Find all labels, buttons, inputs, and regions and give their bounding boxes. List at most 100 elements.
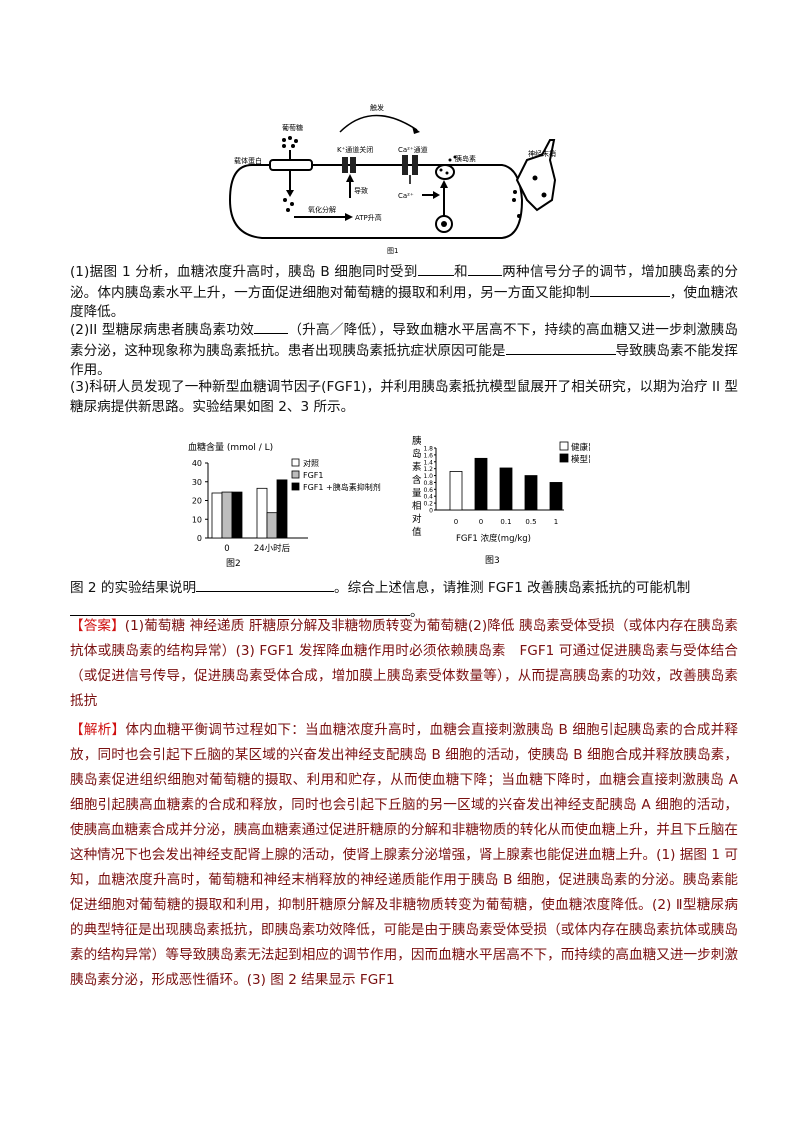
y-tick-label: 30 [192,478,202,487]
question-3: (3)科研人员发现了一种新型血糖调节因子(FGF1)，并利用胰岛素抵抗模型鼠展开… [70,379,738,415]
legend-swatch [291,458,300,467]
question-3-continued: 图 2 的实验结果说明 。综合上述信息，请推测 FGF1 改善胰岛素抵抗的可能机制… [70,576,738,624]
y-tick-label: 0.2 [423,501,433,508]
glucose-dots [282,136,298,212]
answer-text: (1)葡萄糖 神经递质 肝糖原分解及非糖物质转变为葡萄糖(2)降低 胰岛素受体受… [70,618,739,709]
label-trigger: 触发 [370,103,384,112]
q3-text-d: 。 [410,604,424,620]
cell-membrane [228,164,524,239]
label-nerve: 神经末梢 [528,149,556,158]
y-tick-label: 0 [429,508,433,515]
figure-3-caption: 图3 [485,555,500,566]
nerve-ending [515,139,557,212]
q1-text-a: (1)据图 1 分析，血糖浓度升高时，胰岛 B 细胞同时受到 [70,264,418,280]
bar-模型鼠-0.5 [524,475,538,511]
y-tick-label: 40 [192,459,202,468]
x-tick-label: 0 [224,544,229,554]
blank-5[interactable] [505,341,616,355]
bar-模型鼠-0 [474,457,488,511]
legend-swatch [559,441,569,451]
analysis-section: 【解析】体内血糖平衡调节过程如下：当血糖浓度升高时，血糖会直接刺激胰岛 B 细胞… [70,718,738,993]
q2-text-c: 导致胰岛素不能发挥作用。 [70,342,739,379]
y-axis-label-char: 值 [412,526,422,538]
bar-FGF1-24小时后 [266,512,278,539]
q2-text-b: （升高／降低），导致血糖水平居高不下，持续的高血糖又进一步刺激胰岛素分泌，这种现… [70,322,738,359]
bar-模型鼠-0.1 [499,467,513,511]
bar-FGF1 +胰岛素抑制剂-24小时后 [276,479,288,539]
blank-7[interactable] [70,602,410,616]
label-insulin: 胰岛素 [455,154,476,163]
blank-3[interactable] [589,283,670,297]
y-axis-label-char: 量 [412,488,422,499]
analysis-tag: 【解析】 [70,722,126,738]
y-tick-label: 0.4 [423,494,433,501]
x-tick-label: 0 [454,518,458,526]
y-tick-label: 1.2 [423,466,433,473]
x-tick-label: 0.5 [525,518,536,526]
bar-对照-24小时后 [256,487,268,539]
q3-text-c: 。综合上述信息，请推测 FGF1 改善胰岛素抵抗的可能机制 [334,580,691,596]
y-tick-label: 20 [192,497,202,506]
question-2: (2)II 型糖尿病患者胰岛素功效 （升高／降低），导致血糖水平居高不下，持续的高… [70,320,738,381]
legend-label: 模型鼠 [571,454,590,465]
y-axis-label: 血糖含量 (mmol / L) [188,441,273,453]
y-axis-label-char: 相 [412,500,422,512]
figure-1-diagram: 葡萄糖 载体蛋白 氧化分解 ATP升高 K⁺通道关闭 导致 触发 Ca²⁺通道 … [228,103,557,255]
question-1: (1)据图 1 分析，血糖浓度升高时，胰岛 B 细胞同时受到 和两种信号分子的调节… [70,262,738,323]
label-ca: Ca²⁺ [398,192,414,200]
q2-text-a: (2)II 型糖尿病患者胰岛素功效 [70,322,255,338]
bar-FGF1 +胰岛素抑制剂-0 [231,491,243,539]
x-tick-label: 0 [479,518,483,526]
blank-1[interactable] [417,262,454,276]
legend-label: FGF1 [303,471,324,480]
y-tick-label: 0 [197,534,202,543]
label-atp: ATP升高 [355,213,382,222]
legend-swatch [291,482,300,491]
label-cause: 导致 [354,186,368,195]
q1-text-c: 两种信号分子的调节，增加胰岛素的分泌。体内胰岛素水平上升，一方面促进细胞对葡萄糖… [70,264,739,301]
figure-2-chart: 血糖含量 (mmol / L) 0 10 20 30 40 0 24小时后 对照 FGF1 FGF1… [188,441,381,569]
label-ca-channel: Ca²⁺通道 [398,145,428,154]
ca-channel [402,155,408,175]
blank-4[interactable] [254,320,289,334]
x-tick-label: 0.1 [500,518,511,526]
y-tick-label: 1.4 [423,459,433,466]
bar-健康鼠-0 [449,471,463,511]
k-channel [342,157,348,173]
label-carrier: 载体蛋白 [234,156,262,165]
x-tick-label: 1 [554,518,558,526]
figure-2-caption: 图2 [226,558,241,569]
bar-模型鼠-1 [549,482,563,511]
y-tick-label: 1.0 [423,473,433,480]
label-glucose: 葡萄糖 [282,123,303,132]
legend-swatch [291,470,300,479]
label-oxidation: 氧化分解 [308,205,336,214]
carrier-protein [269,159,313,171]
trigger-arrow [339,114,418,133]
x-axis-label: FGF1 浓度(mg/kg) [456,533,531,544]
blank-6[interactable] [196,578,335,592]
y-axis-label-char: 含 [412,474,422,486]
legend-swatch [559,453,569,463]
y-tick-label: 10 [192,515,202,524]
y-axis-label-char: 岛 [412,448,422,460]
answer-section: 【答案】(1)葡萄糖 神经递质 肝糖原分解及非糖物质转变为葡萄糖(2)降低 胰岛… [70,614,738,714]
blank-2[interactable] [467,262,502,276]
q1-text-b: 和 [453,264,468,280]
legend-label: 对照 [303,458,319,468]
y-tick-label: 0.6 [423,487,433,494]
answer-tag: 【答案】 [70,618,125,634]
y-tick-label: 1.8 [423,446,433,453]
y-tick-label: 1.6 [423,452,433,459]
legend-label: 健康鼠 [571,442,590,453]
y-axis-label-char: 素 [412,461,422,473]
bar-对照-0 [211,492,223,539]
q1-text-d: ，使血糖浓度降低。 [70,284,738,321]
x-tick-label: 24小时后 [254,543,291,554]
figure-1-caption: 图1 [387,247,398,255]
bar-FGF1-0 [221,491,233,539]
y-axis-label-char: 对 [412,513,422,525]
legend-label: FGF1 +胰岛素抑制剂 [303,482,381,492]
